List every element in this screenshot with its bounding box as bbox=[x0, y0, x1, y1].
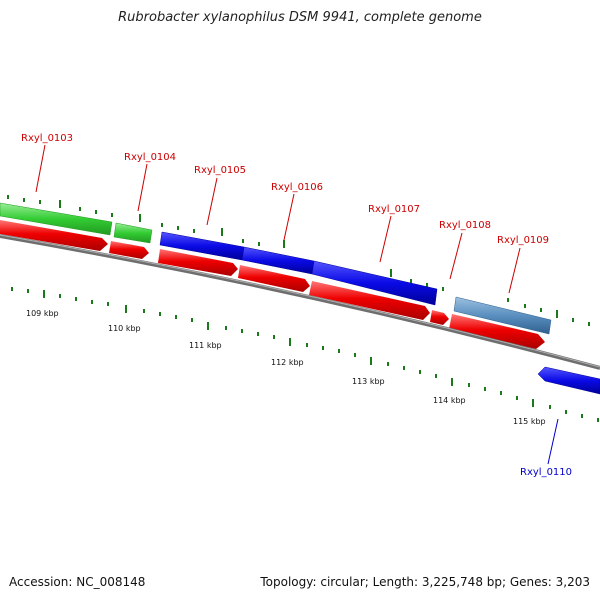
scale-label-109kbp: 109 kbp bbox=[26, 309, 59, 318]
cds-track bbox=[0, 220, 545, 349]
gene-rxyl-0104 bbox=[113, 222, 153, 244]
gene-label-rxyl-0108: Rxyl_0108 bbox=[439, 220, 491, 231]
scale-label-112kbp: 112 kbp bbox=[271, 358, 304, 367]
scale-label-114kbp: 114 kbp bbox=[433, 396, 466, 405]
gene-label-rxyl-0107: Rxyl_0107 bbox=[368, 204, 420, 215]
cds-arrow bbox=[309, 281, 430, 320]
cds-arrow bbox=[158, 249, 238, 276]
outer-tick-track bbox=[7, 195, 590, 326]
gene-rxyl-0110 bbox=[537, 366, 600, 395]
gene-rxyl-0107 bbox=[311, 260, 438, 306]
cds-arrow bbox=[0, 220, 108, 251]
cds-arrow bbox=[238, 265, 310, 292]
genome-backbone bbox=[0, 234, 600, 370]
cds-arrow bbox=[430, 310, 449, 325]
gene-label-rxyl-0106: Rxyl_0106 bbox=[271, 182, 323, 193]
scale-label-110kbp: 110 kbp bbox=[108, 324, 141, 333]
topology-text: Topology: circular; Length: 3,225,748 bp… bbox=[260, 575, 590, 589]
gene-label-rxyl-0110: Rxyl_0110 bbox=[520, 467, 572, 478]
gene-rxyl-0109 bbox=[453, 296, 552, 335]
scale-label-115kbp: 115 kbp bbox=[513, 417, 546, 426]
label-leaders bbox=[35, 144, 559, 465]
gene-label-rxyl-0109: Rxyl_0109 bbox=[497, 235, 549, 246]
inner-tick-track bbox=[11, 287, 599, 422]
map-title: Rubrobacter xylanophilus DSM 9941, compl… bbox=[118, 10, 482, 25]
gene-rxyl-0103 bbox=[0, 202, 113, 236]
cds-arrow bbox=[449, 314, 545, 349]
scale-label-113kbp: 113 kbp bbox=[352, 377, 385, 386]
cds-arrow bbox=[109, 241, 149, 259]
gene-label-rxyl-0104: Rxyl_0104 bbox=[124, 152, 176, 163]
gene-label-rxyl-0103: Rxyl_0103 bbox=[21, 133, 73, 144]
accession-text: Accession: NC_008148 bbox=[9, 575, 146, 589]
gene-label-rxyl-0105: Rxyl_0105 bbox=[194, 165, 246, 176]
scale-label-111kbp: 111 kbp bbox=[189, 341, 222, 350]
